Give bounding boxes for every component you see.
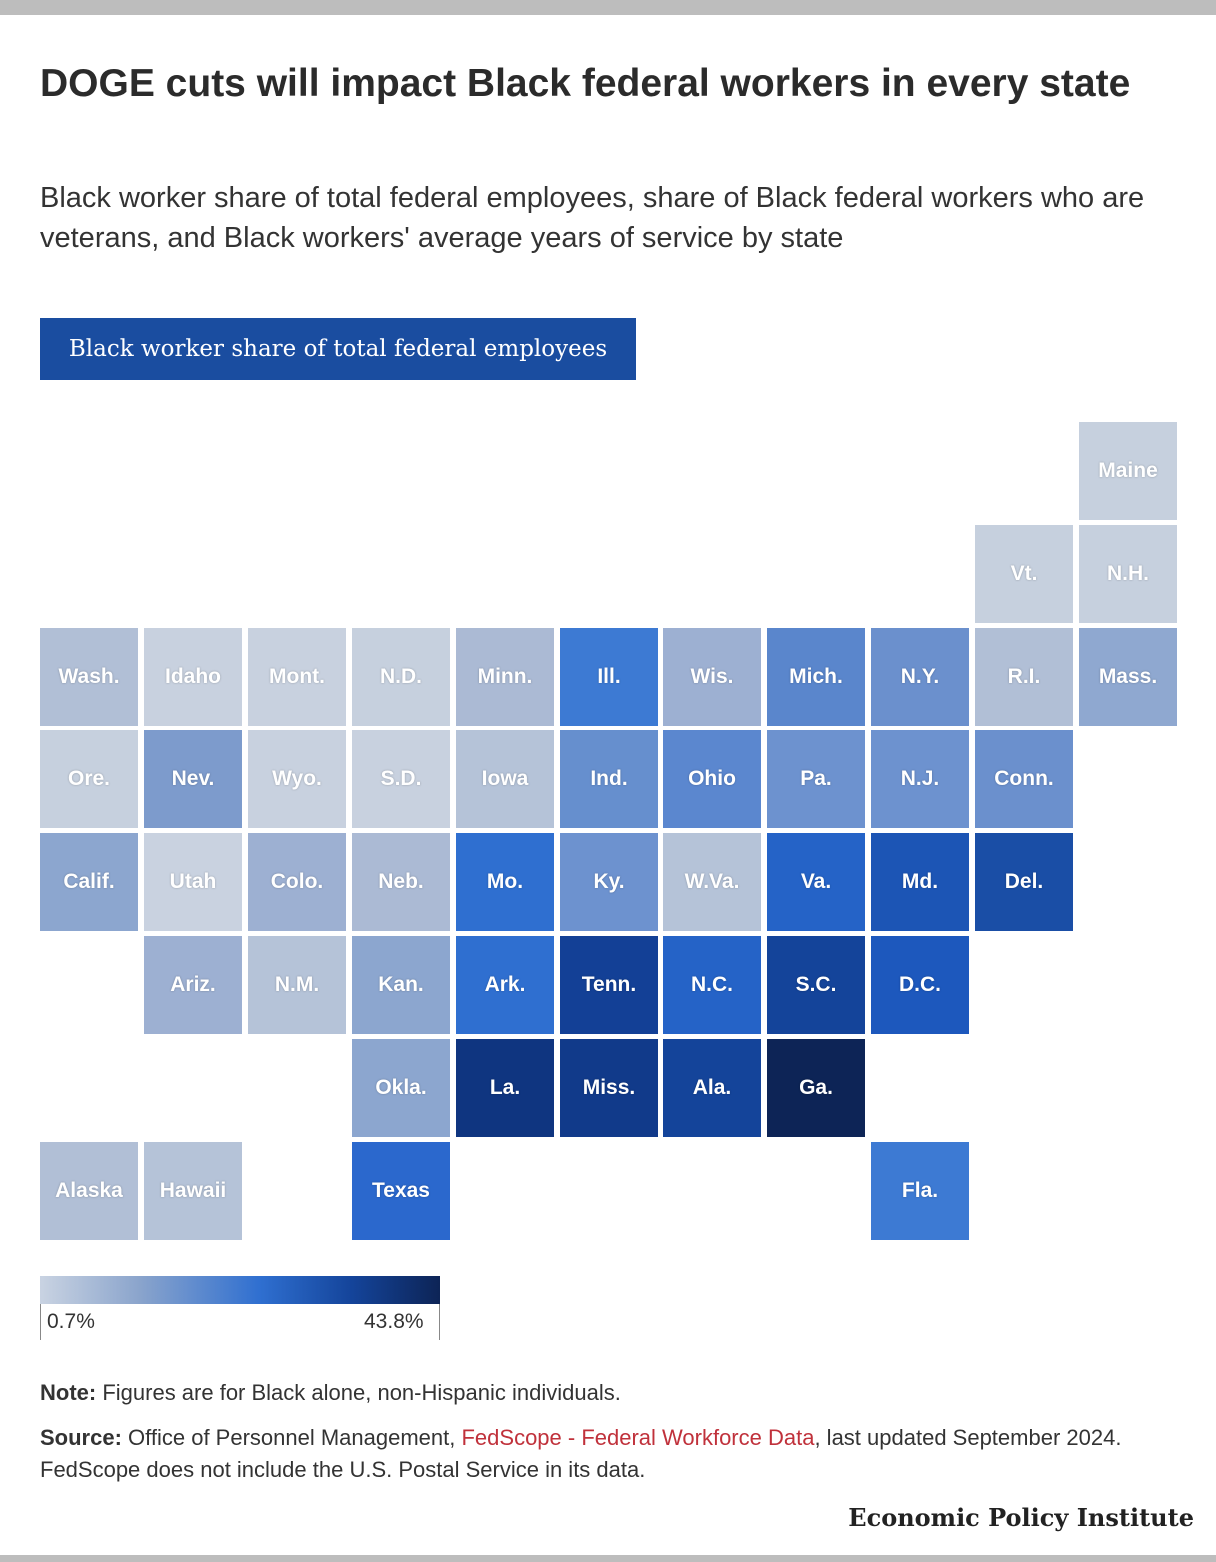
state-tile-va[interactable]: Va. (767, 833, 865, 931)
state-tile-okla[interactable]: Okla. (352, 1039, 450, 1137)
top-border (0, 0, 1216, 15)
state-tile-conn[interactable]: Conn. (975, 730, 1073, 828)
state-tile-mich[interactable]: Mich. (767, 628, 865, 726)
state-tile-maine[interactable]: Maine (1079, 422, 1177, 520)
state-tile-idaho[interactable]: Idaho (144, 628, 242, 726)
state-tile-minn[interactable]: Minn. (456, 628, 554, 726)
state-tile-utah[interactable]: Utah (144, 833, 242, 931)
source-text-before: Office of Personnel Management, (121, 1425, 462, 1450)
state-tile-nev[interactable]: Nev. (144, 730, 242, 828)
state-tile-wis[interactable]: Wis. (663, 628, 761, 726)
state-tile-d-c[interactable]: D.C. (871, 936, 969, 1034)
state-tile-ariz[interactable]: Ariz. (144, 936, 242, 1034)
note-label: Note: (40, 1380, 97, 1405)
state-tile-hawaii[interactable]: Hawaii (144, 1142, 242, 1240)
state-tile-n-d[interactable]: N.D. (352, 628, 450, 726)
bottom-border (0, 1555, 1216, 1562)
state-tile-ala[interactable]: Ala. (663, 1039, 761, 1137)
state-tile-w-va[interactable]: W.Va. (663, 833, 761, 931)
state-tile-miss[interactable]: Miss. (560, 1039, 658, 1137)
state-tile-s-c[interactable]: S.C. (767, 936, 865, 1034)
chart-title: DOGE cuts will impact Black federal work… (40, 62, 1131, 105)
state-tile-n-c[interactable]: N.C. (663, 936, 761, 1034)
legend-color-scale (40, 1276, 440, 1304)
state-tile-mo[interactable]: Mo. (456, 833, 554, 931)
state-tile-mont[interactable]: Mont. (248, 628, 346, 726)
source: Source: Office of Personnel Management, … (40, 1422, 1180, 1486)
state-tile-ark[interactable]: Ark. (456, 936, 554, 1034)
state-tile-n-y[interactable]: N.Y. (871, 628, 969, 726)
state-tile-kan[interactable]: Kan. (352, 936, 450, 1034)
state-tile-md[interactable]: Md. (871, 833, 969, 931)
state-tile-ohio[interactable]: Ohio (663, 730, 761, 828)
state-tile-alaska[interactable]: Alaska (40, 1142, 138, 1240)
state-tile-wash[interactable]: Wash. (40, 628, 138, 726)
note: Note: Figures are for Black alone, non-H… (40, 1378, 1180, 1408)
state-tile-neb[interactable]: Neb. (352, 833, 450, 931)
legend-min-label: 0.7% (47, 1310, 95, 1333)
chart-subtitle: Black worker share of total federal empl… (40, 182, 1145, 254)
legend-max-label: 43.8% (364, 1310, 424, 1333)
state-tile-pa[interactable]: Pa. (767, 730, 865, 828)
legend-max-tick (439, 1304, 440, 1340)
state-tile-texas[interactable]: Texas (352, 1142, 450, 1240)
state-tile-iowa[interactable]: Iowa (456, 730, 554, 828)
state-tile-ore[interactable]: Ore. (40, 730, 138, 828)
state-tile-ill[interactable]: Ill. (560, 628, 658, 726)
state-tile-n-h[interactable]: N.H. (1079, 525, 1177, 623)
state-tile-ga[interactable]: Ga. (767, 1039, 865, 1137)
state-tile-del[interactable]: Del. (975, 833, 1073, 931)
state-tile-calif[interactable]: Calif. (40, 833, 138, 931)
source-label: Source: (40, 1425, 122, 1450)
tab-black-worker-share[interactable]: Black worker share of total federal empl… (40, 318, 636, 380)
source-text-after: , last updated September 2024. FedScope … (40, 1425, 1122, 1482)
state-tile-la[interactable]: La. (456, 1039, 554, 1137)
state-tile-wyo[interactable]: Wyo. (248, 730, 346, 828)
state-tile-r-i[interactable]: R.I. (975, 628, 1073, 726)
state-tile-ky[interactable]: Ky. (560, 833, 658, 931)
state-tile-mass[interactable]: Mass. (1079, 628, 1177, 726)
state-tile-colo[interactable]: Colo. (248, 833, 346, 931)
state-tile-vt[interactable]: Vt. (975, 525, 1073, 623)
state-tile-fla[interactable]: Fla. (871, 1142, 969, 1240)
state-tile-ind[interactable]: Ind. (560, 730, 658, 828)
state-tile-n-j[interactable]: N.J. (871, 730, 969, 828)
state-tile-tenn[interactable]: Tenn. (560, 936, 658, 1034)
state-tile-n-m[interactable]: N.M. (248, 936, 346, 1034)
legend-min-tick (40, 1304, 41, 1340)
fedscope-link[interactable]: FedScope - Federal Workforce Data (461, 1425, 815, 1450)
state-tile-s-d[interactable]: S.D. (352, 730, 450, 828)
note-text: Figures are for Black alone, non-Hispani… (96, 1380, 621, 1405)
brand-logo-text: Economic Policy Institute (848, 1503, 1194, 1532)
